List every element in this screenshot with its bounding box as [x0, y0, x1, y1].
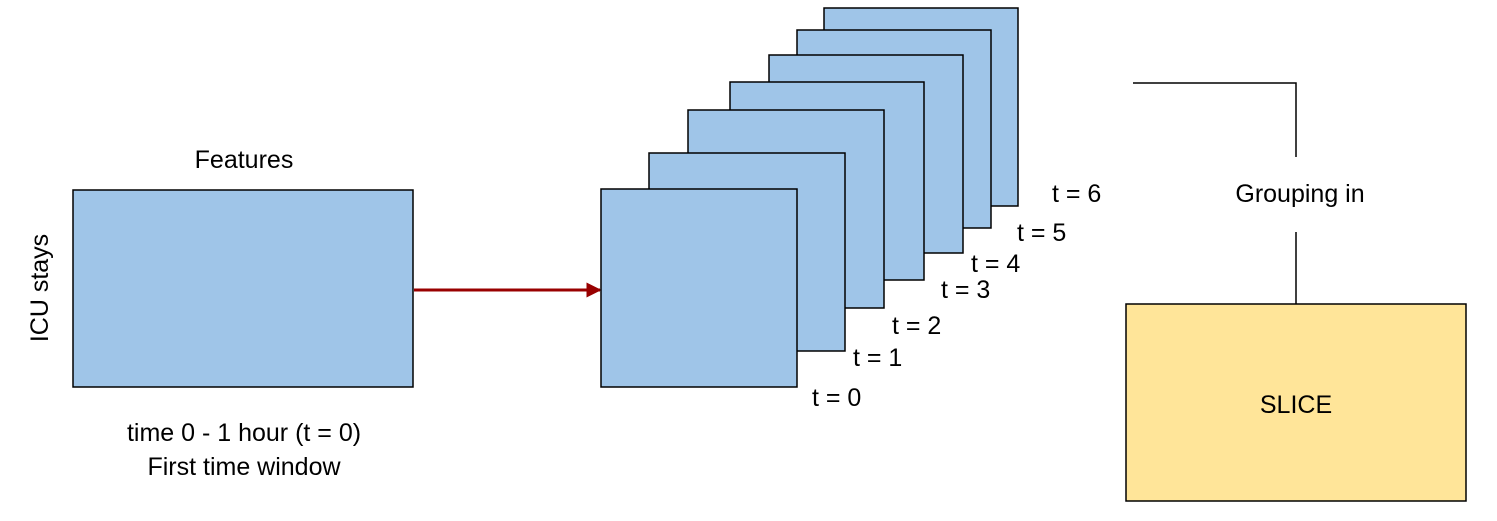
slice-box	[1125, 303, 1467, 502]
features-label: Features	[195, 146, 294, 174]
icu-features-matrix	[72, 189, 414, 388]
time-label-t4: t = 4	[971, 250, 1020, 278]
first-time-window-caption: First time window	[147, 453, 341, 481]
time-label-t6: t = 6	[1052, 180, 1101, 208]
slice-label: SLICE	[1260, 391, 1332, 419]
icu-stays-label: ICU stays	[26, 234, 54, 342]
time-label-t2: t = 2	[892, 312, 941, 340]
time-window-caption: time 0 - 1 hour (t = 0)	[127, 419, 361, 447]
time-label-t3: t = 3	[941, 276, 990, 304]
time-window-matrix-t0	[600, 188, 798, 388]
grouping-connector-top	[1133, 82, 1297, 157]
time-label-t5: t = 5	[1017, 219, 1066, 247]
time-label-t1: t = 1	[853, 344, 902, 372]
time-label-t0: t = 0	[812, 384, 861, 412]
grouping-in-label: Grouping in	[1235, 180, 1364, 208]
